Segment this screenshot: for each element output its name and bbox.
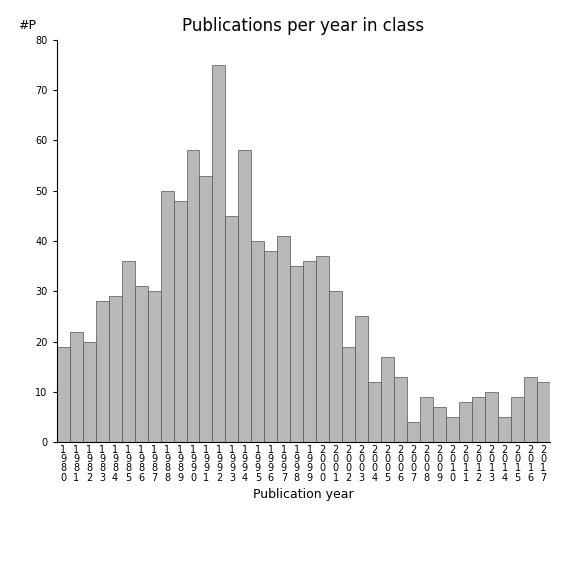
Bar bbox=[498, 417, 511, 442]
Bar bbox=[394, 377, 407, 442]
Y-axis label: #P: #P bbox=[18, 19, 36, 32]
Title: Publications per year in class: Publications per year in class bbox=[182, 18, 425, 35]
Bar bbox=[290, 266, 303, 442]
Bar bbox=[381, 357, 394, 442]
Bar bbox=[524, 377, 537, 442]
Bar bbox=[472, 397, 485, 442]
Bar bbox=[277, 236, 290, 442]
Bar bbox=[70, 332, 83, 442]
Bar bbox=[407, 422, 420, 442]
Bar bbox=[511, 397, 524, 442]
Bar bbox=[109, 297, 121, 442]
Bar bbox=[239, 150, 251, 442]
Bar bbox=[134, 286, 147, 442]
Bar bbox=[433, 407, 446, 442]
Bar bbox=[342, 346, 356, 442]
Bar bbox=[187, 150, 200, 442]
Bar bbox=[459, 402, 472, 442]
Bar bbox=[200, 176, 213, 442]
Bar bbox=[83, 341, 96, 442]
Bar bbox=[446, 417, 459, 442]
Bar bbox=[303, 261, 316, 442]
Bar bbox=[57, 346, 70, 442]
Bar bbox=[147, 291, 160, 442]
Bar bbox=[213, 65, 226, 442]
Bar bbox=[420, 397, 433, 442]
Bar bbox=[316, 256, 329, 442]
Bar bbox=[485, 392, 498, 442]
Bar bbox=[96, 302, 109, 442]
Bar bbox=[226, 216, 239, 442]
Bar bbox=[174, 201, 187, 442]
Bar bbox=[251, 241, 264, 442]
Bar bbox=[356, 316, 368, 442]
Bar bbox=[329, 291, 342, 442]
Bar bbox=[121, 261, 134, 442]
Bar bbox=[160, 191, 174, 442]
Bar bbox=[537, 382, 550, 442]
Bar bbox=[368, 382, 381, 442]
X-axis label: Publication year: Publication year bbox=[253, 488, 354, 501]
Bar bbox=[264, 251, 277, 442]
